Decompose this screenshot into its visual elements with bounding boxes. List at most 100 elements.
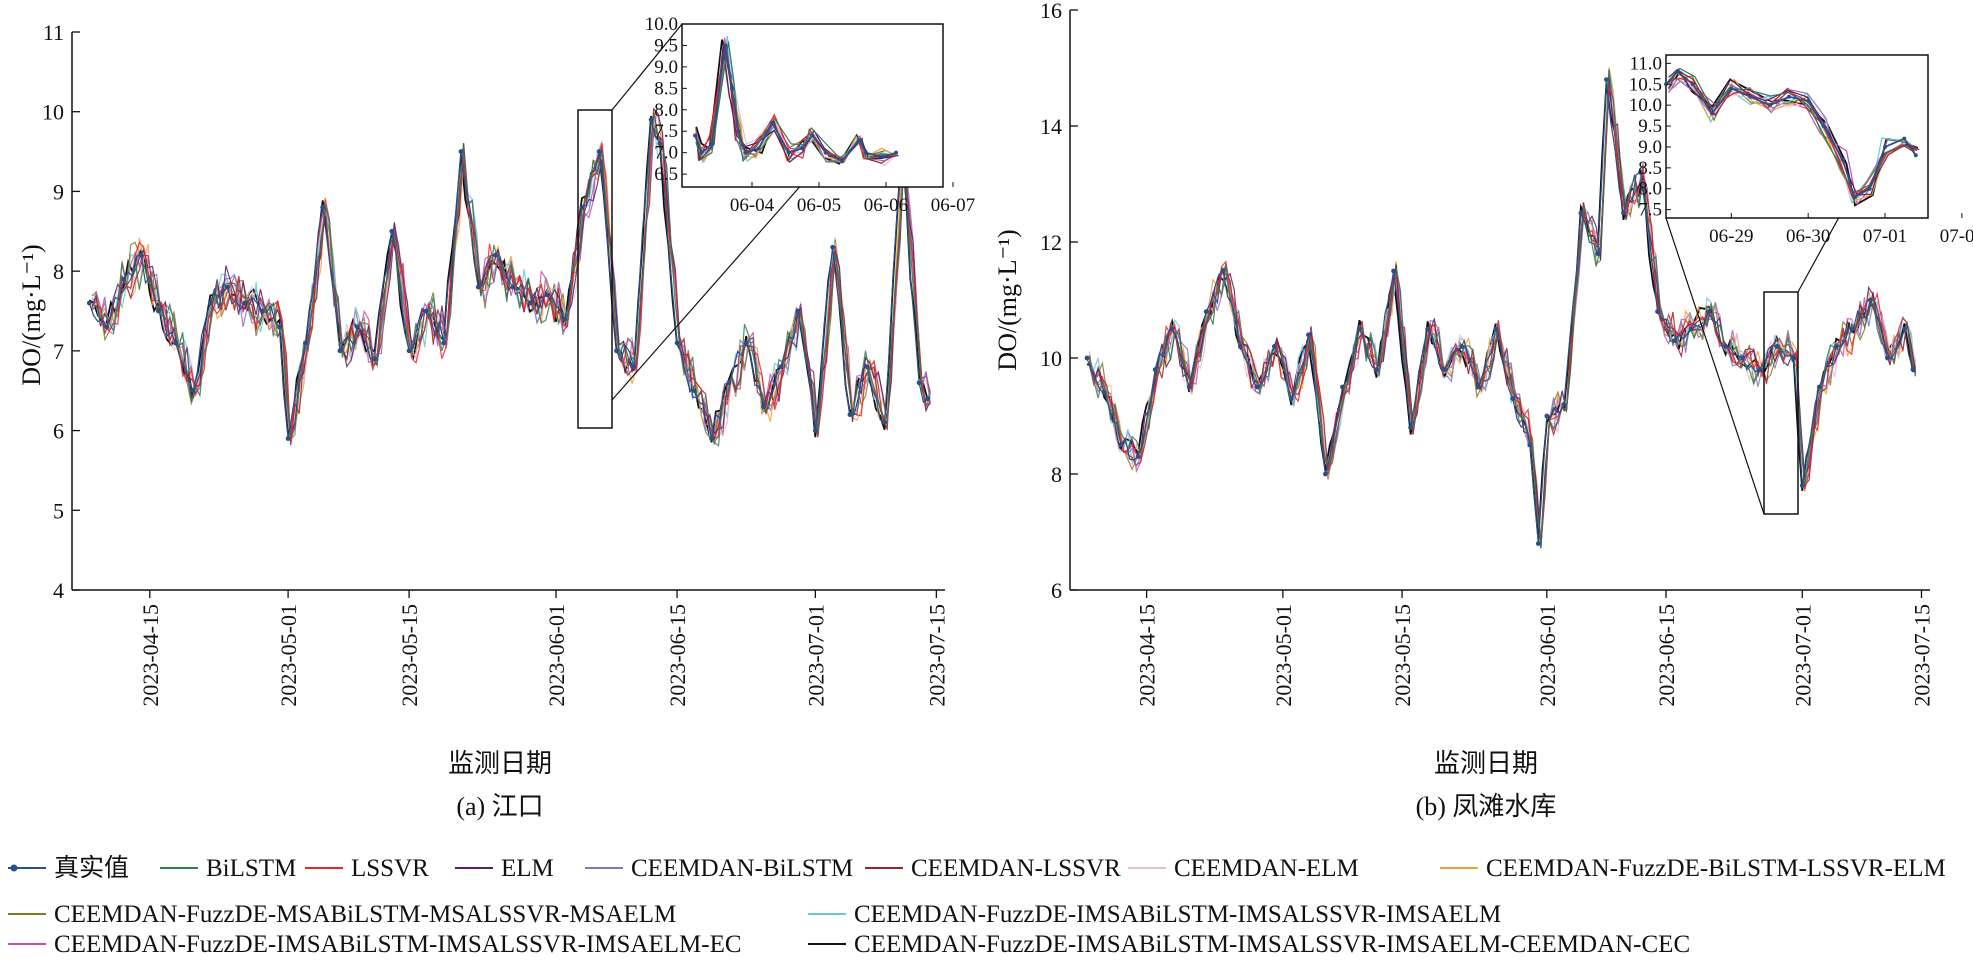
inset-observed-point [1767,103,1772,108]
y-tick-label: 14 [1040,114,1062,139]
observed-point [544,292,550,298]
observed-point [1374,367,1379,372]
x-tick-label: 2023-07-01 [803,604,828,707]
inset-y-tick-label: 7.0 [654,143,678,164]
inset-series-line-0 [694,45,897,163]
panel-a-zoom-connector [611,23,683,111]
observed-point [423,308,429,314]
observed-point [1357,326,1362,332]
legend-label: CEEMDAN-FuzzDE-BiLSTM-LSSVR-ELM [1486,855,1946,882]
inset-observed-point [1806,98,1811,103]
inset-observed-point [723,43,728,48]
x-tick-label: 2023-07-15 [1909,604,1934,707]
observed-point [1220,268,1226,274]
observed-point [1169,326,1175,332]
inset-y-tick-label: 10.0 [1629,95,1662,116]
inset-observed-point [709,142,714,147]
x-tick-label: 2023-04-15 [1135,604,1160,707]
observed-point [1510,396,1516,401]
inset-y-tick-label: 10.0 [645,14,678,35]
legend-label: CEEMDAN-LSSVR [911,855,1121,882]
observed-point [1885,355,1890,361]
observed-point [1323,471,1328,477]
panel-b-inset: 7.58.08.59.09.510.010.511.0 06-29 06-30 07… [1629,53,1973,247]
inset-series-line-1 [695,41,897,163]
panel-a-y-ticks: 4 5 6 7 8 9 10 11 [42,20,80,603]
panel-b-x-ticks: 2023-04-15 2023-05-01 2023-05-15 2023-06-01… [1135,590,1934,707]
x-tick-label: 2023-05-15 [397,604,422,707]
inset-observed-point [1821,124,1826,129]
observed-point [1340,384,1345,390]
observed-point [1288,396,1294,401]
legend-label: CEEMDAN-FuzzDE-MSABiLSTM-MSALSSVR-MSAELM [54,901,676,928]
inset-observed-point [743,150,748,155]
observed-point [1527,442,1533,448]
observed-point [138,252,144,258]
inset-observed-point [1748,94,1753,99]
panel-a-y-label: DO/(mg·L⁻¹) [17,244,46,385]
inset-observed-point [863,150,868,155]
x-tick-label: 2023-05-01 [276,604,301,707]
inset-observed-point [840,159,845,164]
series-line-3 [91,107,931,438]
y-tick-label: 9 [53,179,64,204]
inset-x-tick-label: 06-05 [797,195,841,216]
observed-point [354,324,360,330]
observed-point [475,284,481,290]
observed-point [1910,367,1916,372]
observed-point [1135,454,1141,459]
observed-point [1203,309,1209,314]
inset-series-line-7 [1668,69,1915,201]
observed-point [1902,326,1907,332]
panel-a-zoom-box [577,109,613,429]
observed-point [795,308,801,314]
observed-point [1186,384,1192,390]
inset-observed-point [1786,94,1791,99]
inset-observed-point [1690,82,1695,87]
panel-b-inset-x-ticks: 06-29 06-30 07-01 07-02 [1709,213,1973,247]
observed-point [778,364,784,370]
inset-observed-point [729,86,734,91]
inset-observed-point [880,154,885,159]
inset-y-tick-label: 8.5 [1638,158,1662,179]
legend-label: CEEMDAN-FuzzDE-IMSABiLSTM-IMSALSSVR-IMSA… [854,901,1501,928]
observed-point [86,300,92,306]
panel-b-observed-markers [1084,77,1916,546]
legend-label: 真实值 [54,854,129,882]
panel-b-x-label: 监测日期 [1434,749,1538,778]
observed-point [277,324,282,330]
observed-point [1655,309,1660,314]
observed-point [121,276,127,282]
inset-x-tick-label: 06-06 [864,195,908,216]
observed-point [1578,210,1584,216]
observed-point [709,436,715,441]
x-tick-label: 2023-06-01 [544,604,569,707]
panel-a-observed-markers [86,117,931,441]
observed-point [726,380,732,386]
x-tick-label: 2023-04-15 [138,604,163,707]
inset-x-tick-label: 06-04 [730,195,775,216]
observed-point [562,316,568,322]
observed-point [882,420,887,425]
x-tick-label: 2023-06-15 [665,604,690,707]
legend-label: BiLSTM [206,855,296,882]
inset-observed-point [1852,195,1857,200]
observed-point [302,340,308,346]
panel-a-caption: (a) 江口 [456,792,543,821]
legend-label: CEEMDAN-ELM [1174,855,1359,882]
inset-observed-point [1883,144,1888,149]
observed-point [674,340,680,346]
x-tick-label: 2023-07-15 [924,604,949,707]
observed-point [156,308,161,314]
observed-point [1740,355,1746,361]
y-tick-label: 8 [1051,462,1062,487]
observed-point [173,340,179,346]
observed-point [372,356,377,362]
observed-point [1408,425,1413,430]
legend-item: 真实值 [8,854,129,882]
inset-series-line-0 [1665,70,1917,199]
observed-point [1850,326,1856,332]
panel-b-inset-y-ticks: 7.58.08.59.09.510.010.511.0 [1629,53,1671,221]
observed-point [864,364,870,370]
observed-point [1535,541,1541,546]
